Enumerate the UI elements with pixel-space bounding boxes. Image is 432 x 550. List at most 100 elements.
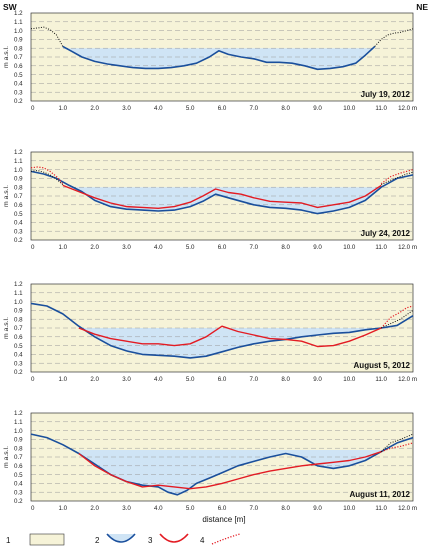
- y-tick-label: 0.7: [14, 193, 23, 200]
- series-red-dotted: [380, 442, 414, 453]
- x-tick-label: 7.0: [250, 376, 259, 383]
- y-tick-label: 1.0: [14, 167, 23, 174]
- legend-item-1: 1: [6, 533, 65, 546]
- y-tick-label: 0.7: [14, 325, 23, 332]
- x-tick-label: 9.0: [313, 244, 322, 251]
- x-tick-label: 1.0: [59, 105, 68, 112]
- x-tick-label: 11.0: [375, 244, 387, 251]
- y-tick-label: 0.3: [14, 489, 23, 496]
- corner-label-ne: NE: [416, 2, 428, 12]
- x-tick-label: 9.0: [313, 376, 322, 383]
- x-tick-label: 2.0: [90, 505, 99, 512]
- y-tick-label: 0.4: [14, 220, 23, 227]
- y-tick-label: 1.2: [14, 149, 23, 156]
- series-red-dotted: [380, 169, 414, 185]
- y-tick-label: 0.8: [14, 316, 23, 323]
- y-tick-label: 0.9: [14, 437, 23, 444]
- y-axis-label: m a.s.l.: [3, 46, 10, 68]
- y-tick-label: 1.1: [14, 158, 23, 165]
- y-axis-label: m a.s.l.: [3, 185, 10, 207]
- y-tick-label: 1.0: [14, 28, 23, 35]
- legend-item-4: 4: [200, 533, 241, 545]
- x-tick-label: 12.0 m: [398, 244, 417, 251]
- y-tick-label: 0.2: [14, 98, 23, 105]
- series-blue-solid: [30, 433, 414, 496]
- series-black-dotted: [30, 26, 64, 47]
- x-tick-label: 6.0: [218, 376, 227, 383]
- x-tick-label: 4.0: [154, 505, 163, 512]
- x-axis-label: distance [m]: [202, 515, 245, 524]
- x-tick-label: 0: [31, 244, 35, 251]
- date-label: July 19, 2012: [361, 90, 411, 99]
- y-tick-label: 0.6: [14, 63, 23, 70]
- x-tick-label: 12.0 m: [398, 505, 417, 512]
- y-tick-label: 0.8: [14, 184, 23, 191]
- y-tick-label: 1.2: [14, 410, 23, 417]
- x-tick-label: 3.0: [122, 376, 131, 383]
- y-tick-label: 1.1: [14, 290, 23, 297]
- y-tick-label: 0.4: [14, 352, 23, 359]
- series-black-dotted: [380, 433, 414, 453]
- x-tick-label: 0: [31, 105, 35, 112]
- x-tick-label: 3.0: [122, 244, 131, 251]
- y-tick-label: 1.1: [14, 419, 23, 426]
- x-tick-label: 6.0: [218, 244, 227, 251]
- y-tick-label: 0.3: [14, 89, 23, 96]
- x-tick-label: 7.0: [250, 244, 259, 251]
- legend-line-red-dotted: [211, 533, 241, 545]
- y-tick-label: 0.5: [14, 72, 23, 79]
- x-tick-label: 8.0: [281, 105, 290, 112]
- x-tick-label: 1.0: [59, 244, 68, 251]
- series-red-solid: [62, 184, 382, 210]
- corner-label-sw: SW: [3, 2, 18, 12]
- legend-number: 1: [6, 536, 11, 545]
- legend-item-3: 3: [148, 533, 189, 545]
- x-tick-label: 10.0: [343, 376, 356, 383]
- x-tick-label: 1.0: [59, 376, 68, 383]
- y-tick-label: 0.9: [14, 37, 23, 44]
- y-tick-label: 0.5: [14, 472, 23, 479]
- x-tick-label: 8.0: [281, 505, 290, 512]
- y-tick-label: 0.7: [14, 454, 23, 461]
- x-tick-label: 5.0: [186, 244, 195, 251]
- y-tick-label: 1.0: [14, 428, 23, 435]
- x-tick-label: 2.0: [90, 376, 99, 383]
- panel-4: 0.2 0.30.4 0.5 0.6 0.7 0.80.9 1.0 1.1 1.2 m a.s.l…: [3, 410, 417, 512]
- x-tick-label: 0: [31, 505, 35, 512]
- legend-swatch-ground: [29, 533, 65, 546]
- x-tick-label: 10.0: [343, 105, 356, 112]
- date-label: August 11, 2012: [350, 490, 411, 499]
- y-tick-label: 1.2: [14, 281, 23, 288]
- panels-container: 0.20.30.40.50.60.70.80.91.01.11.2m a.s.l…: [3, 10, 417, 512]
- x-tick-label: 2.0: [90, 105, 99, 112]
- x-tick-label: 11.0: [375, 505, 387, 512]
- x-tick-label: 4.0: [154, 376, 163, 383]
- y-tick-label: 0.8: [14, 45, 23, 52]
- y-axis-label: m a.s.l.: [3, 317, 10, 339]
- y-tick-label: 0.6: [14, 463, 23, 470]
- panel-3: 0.2 0.30.4 0.5 0.6 0.7 0.80.9 1.0 1.1 1.2 m a.s.l…: [3, 281, 417, 383]
- x-tick-label: 2.0: [90, 244, 99, 251]
- x-tick-label: 12.0 m: [398, 376, 417, 383]
- x-tick-label: 9.0: [313, 505, 322, 512]
- y-tick-label: 0.9: [14, 176, 23, 183]
- panel-2: 0.2 0.30.4 0.5 0.6 0.7 0.80.9 1.0 1.1 1.2 m a.s.l…: [3, 149, 417, 251]
- x-tick-label: 11.0: [375, 376, 387, 383]
- y-tick-label: 0.2: [14, 369, 23, 376]
- legend-item-2: 2: [95, 533, 136, 545]
- x-tick-label: 8.0: [281, 244, 290, 251]
- x-tick-label: 7.0: [250, 505, 259, 512]
- x-tick-label: 5.0: [186, 505, 195, 512]
- y-tick-label: 0.3: [14, 360, 23, 367]
- y-tick-label: 0.8: [14, 445, 23, 452]
- x-tick-label: 6.0: [218, 105, 227, 112]
- date-label: July 24, 2012: [361, 229, 411, 238]
- y-axis-label: m a.s.l.: [3, 446, 10, 468]
- y-tick-label: 0.2: [14, 237, 23, 244]
- y-tick-label: 0.5: [14, 343, 23, 350]
- x-tick-label: 3.0: [122, 105, 131, 112]
- y-tick-label: 0.6: [14, 334, 23, 341]
- x-tick-label: 11.0: [375, 105, 387, 112]
- y-tick-label: 0.3: [14, 228, 23, 235]
